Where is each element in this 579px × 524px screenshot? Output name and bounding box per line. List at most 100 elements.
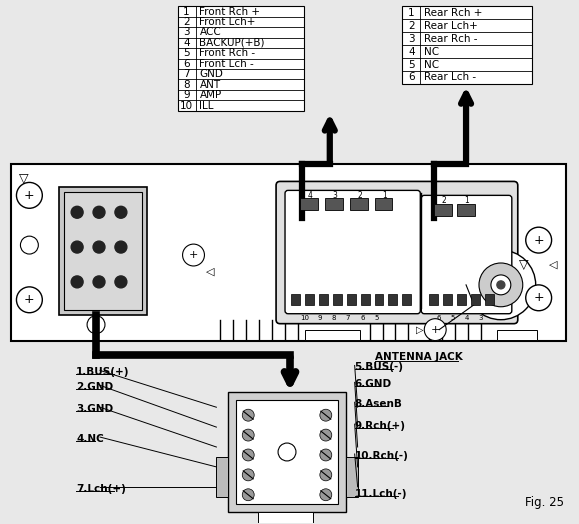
Bar — [347, 294, 356, 305]
Text: Front Rch +: Front Rch + — [200, 7, 261, 17]
Text: 9.Rch(+): 9.Rch(+) — [355, 421, 406, 431]
Text: +: + — [24, 293, 35, 307]
Text: 5: 5 — [183, 48, 190, 58]
Circle shape — [93, 206, 105, 218]
Bar — [402, 6, 532, 84]
Circle shape — [242, 469, 254, 481]
Text: 2.GND: 2.GND — [76, 383, 113, 392]
Circle shape — [320, 469, 332, 481]
Bar — [319, 294, 328, 305]
Circle shape — [320, 489, 332, 501]
Text: 1.BUS(+): 1.BUS(+) — [76, 367, 130, 377]
Text: 2: 2 — [442, 196, 446, 205]
Circle shape — [242, 489, 254, 501]
Circle shape — [16, 287, 42, 313]
Text: +: + — [533, 291, 544, 304]
FancyBboxPatch shape — [276, 181, 518, 324]
Circle shape — [93, 276, 105, 288]
Circle shape — [115, 276, 127, 288]
Bar — [375, 199, 393, 210]
Bar — [346, 457, 358, 497]
Bar — [375, 294, 383, 305]
Bar — [485, 294, 494, 305]
Text: Front Lch -: Front Lch - — [200, 59, 254, 69]
Text: NC: NC — [424, 60, 439, 70]
Text: 3: 3 — [479, 315, 483, 321]
Circle shape — [16, 182, 42, 208]
Text: 7.Lch(+): 7.Lch(+) — [76, 484, 126, 494]
Text: 5: 5 — [408, 60, 415, 70]
Text: 4.NC: 4.NC — [76, 434, 104, 444]
Circle shape — [71, 206, 83, 218]
Text: ANT: ANT — [200, 80, 221, 90]
Text: 8: 8 — [332, 315, 336, 321]
Text: ◁: ◁ — [549, 260, 558, 270]
Text: 2: 2 — [183, 17, 190, 27]
Circle shape — [424, 319, 446, 341]
Bar — [457, 294, 466, 305]
Text: 4: 4 — [408, 47, 415, 57]
Circle shape — [491, 275, 511, 295]
Text: 6: 6 — [437, 315, 441, 321]
Bar — [389, 294, 397, 305]
Circle shape — [320, 449, 332, 461]
Circle shape — [497, 281, 505, 289]
Text: Rear Lch -: Rear Lch - — [424, 72, 477, 82]
Text: 2: 2 — [408, 21, 415, 31]
Text: 6: 6 — [360, 315, 365, 321]
Circle shape — [278, 443, 296, 461]
Bar — [434, 204, 452, 216]
Text: 9: 9 — [183, 90, 190, 100]
Bar — [443, 294, 452, 305]
Text: Fig. 25: Fig. 25 — [525, 496, 563, 509]
Bar — [236, 400, 338, 504]
Text: 11.Lch(-): 11.Lch(-) — [355, 489, 407, 499]
Circle shape — [87, 316, 105, 334]
Text: 5: 5 — [375, 315, 379, 321]
Bar — [325, 199, 343, 210]
Bar — [258, 511, 313, 523]
Text: 3: 3 — [332, 191, 337, 200]
Circle shape — [479, 263, 523, 307]
Text: 10.Rch(-): 10.Rch(-) — [355, 451, 409, 461]
Text: 5: 5 — [451, 315, 455, 321]
Bar — [12, 163, 566, 341]
Text: 1: 1 — [183, 7, 190, 17]
Text: BACKUP(+B): BACKUP(+B) — [200, 38, 265, 48]
Text: 5.BUS(-): 5.BUS(-) — [355, 363, 404, 373]
Text: 3: 3 — [408, 34, 415, 43]
Text: +: + — [533, 234, 544, 247]
Text: 4: 4 — [183, 38, 190, 48]
Bar — [497, 330, 537, 340]
Text: +: + — [24, 189, 35, 202]
Circle shape — [526, 285, 552, 311]
Circle shape — [182, 244, 204, 266]
Circle shape — [71, 241, 83, 253]
Circle shape — [466, 250, 536, 320]
Bar — [178, 6, 304, 111]
Text: ▽: ▽ — [19, 172, 28, 185]
Text: 4: 4 — [465, 315, 469, 321]
Text: 3: 3 — [183, 27, 190, 38]
Text: 10: 10 — [180, 101, 193, 111]
Circle shape — [20, 236, 38, 254]
Bar — [350, 199, 368, 210]
Circle shape — [115, 206, 127, 218]
Text: Rear Lch+: Rear Lch+ — [424, 21, 478, 31]
Text: 1: 1 — [465, 196, 470, 205]
Bar — [361, 294, 369, 305]
Bar — [305, 294, 314, 305]
Bar — [333, 294, 342, 305]
Bar — [471, 294, 480, 305]
Text: ILL: ILL — [200, 101, 214, 111]
Bar — [300, 199, 318, 210]
Text: 2: 2 — [357, 191, 362, 200]
FancyBboxPatch shape — [422, 195, 512, 314]
Text: NC: NC — [424, 47, 439, 57]
Text: ◁: ◁ — [206, 267, 215, 277]
Circle shape — [71, 276, 83, 288]
FancyBboxPatch shape — [285, 190, 420, 314]
Text: AMP: AMP — [200, 90, 222, 100]
Text: 1: 1 — [408, 8, 415, 18]
Circle shape — [320, 429, 332, 441]
